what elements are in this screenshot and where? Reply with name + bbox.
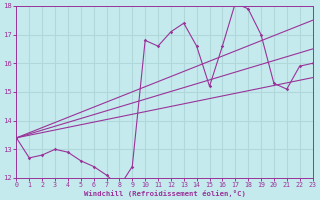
X-axis label: Windchill (Refroidissement éolien,°C): Windchill (Refroidissement éolien,°C)	[84, 190, 245, 197]
